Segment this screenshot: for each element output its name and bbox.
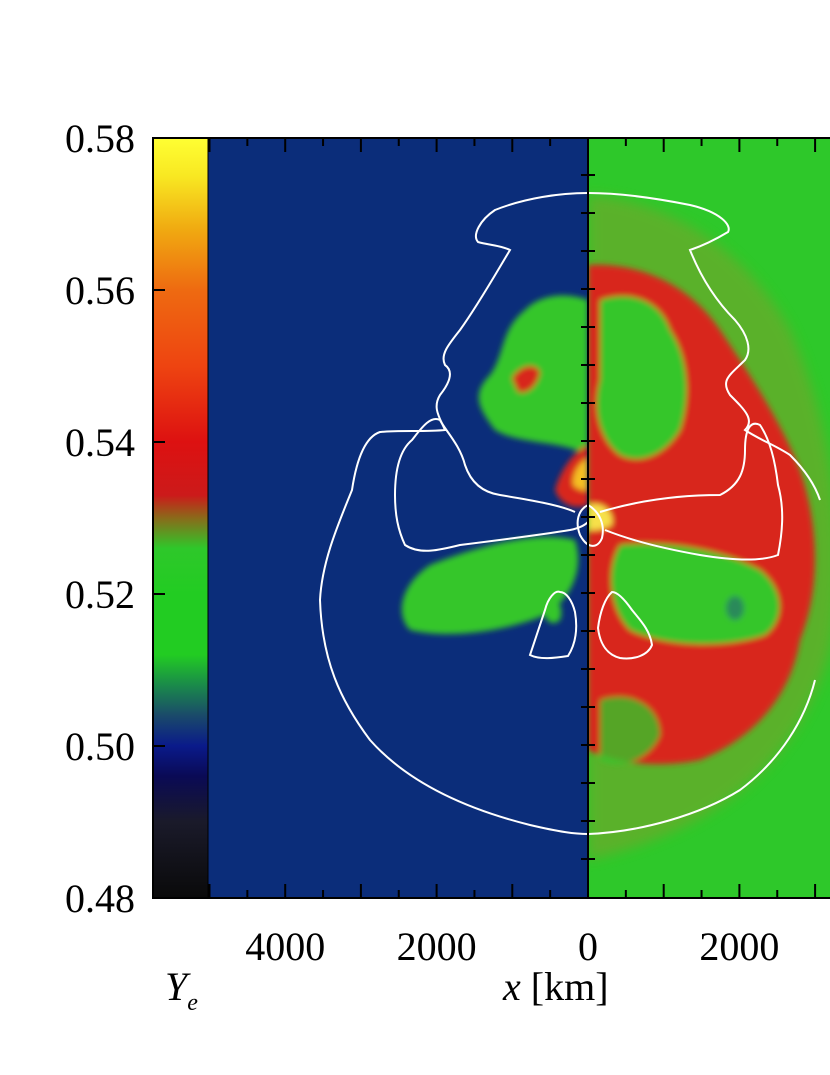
x-axis-label-unit: [km] — [531, 964, 609, 1009]
x-tick-label: 4000 — [245, 924, 325, 969]
colorbar-tick-labels: 0.58 0.56 0.54 0.52 0.50 0.48 — [65, 116, 135, 921]
x-axis-label-var: x — [502, 964, 521, 1009]
contours — [318, 192, 821, 835]
left-upper-red-streak — [512, 366, 540, 393]
colorbar-label-main: Y — [165, 964, 191, 1009]
left-low-ye-blob-contour — [528, 590, 578, 660]
x-tick-label: 2000 — [699, 924, 779, 969]
outer-shock-right-lower — [587, 679, 816, 835]
colorbar-label-sub: e — [187, 990, 198, 1016]
plot-frame — [152, 137, 830, 899]
inner-left-contour — [393, 418, 589, 552]
inner-right-contour — [599, 422, 784, 561]
right-low-ye-blob-contour — [596, 590, 654, 660]
colorbar-tick-label: 0.56 — [65, 268, 135, 313]
colorbar-tick-label: 0.58 — [65, 116, 135, 161]
left-panel-background — [208, 138, 588, 898]
x-axis-tick-labels: 4000 2000 0 2000 — [245, 924, 779, 969]
colorbar-tick-label: 0.48 — [65, 876, 135, 921]
colorbar-tick-label: 0.50 — [65, 724, 135, 769]
colorbar-tick-label: 0.54 — [65, 420, 135, 465]
x-tick-label: 0 — [578, 924, 598, 969]
colorbar-tick-label: 0.52 — [65, 572, 135, 617]
outer-shock-contour — [318, 192, 821, 835]
right-teal-spot — [726, 596, 744, 620]
colorbar-ticks — [153, 137, 165, 899]
colorbar — [153, 138, 208, 898]
x-axis-label: x [km] — [502, 964, 609, 1009]
left-center-red-streak — [555, 445, 588, 507]
left-lower-green-spot — [543, 598, 562, 624]
left-center-yellow-core — [572, 458, 588, 491]
right-upper-green-plume — [596, 296, 687, 459]
center-small-contour — [576, 503, 604, 547]
colorbar-label: Ye — [165, 964, 198, 1016]
right-panel — [588, 138, 830, 898]
center-axis-ticks — [581, 174, 595, 860]
left-panel — [208, 138, 588, 898]
right-lower-green-tail — [600, 696, 660, 764]
x-axis-ticks — [208, 138, 817, 898]
left-lower-green-lobe — [401, 536, 579, 635]
x-tick-label: 2000 — [397, 924, 477, 969]
